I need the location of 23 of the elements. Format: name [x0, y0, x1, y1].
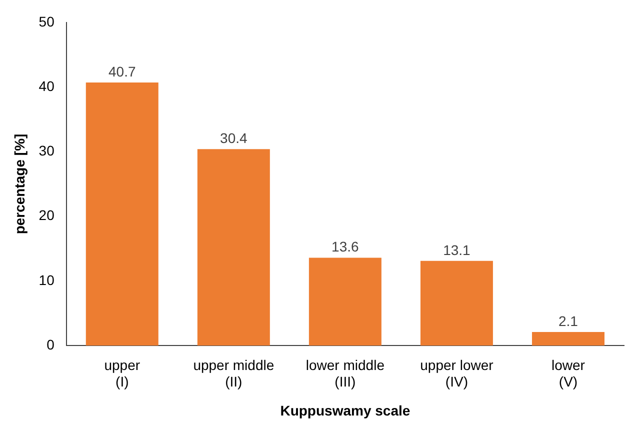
x-tick-label: upper (I) — [104, 356, 140, 390]
x-tick-label: upper lower (IV) — [420, 356, 494, 390]
y-tick-label: 20 — [38, 207, 55, 224]
data-label: 13.1 — [443, 242, 471, 258]
data-label: 40.7 — [108, 63, 136, 80]
x-tick-label: lower (V) — [552, 356, 586, 390]
y-tick-label: 30 — [38, 142, 55, 159]
data-label: 30.4 — [220, 130, 248, 146]
bar — [86, 82, 158, 346]
x-axis-title: Kuppuswamy scale — [280, 402, 410, 418]
bar — [197, 149, 270, 346]
bar — [420, 260, 493, 346]
x-tick-label: lower middle (III) — [306, 356, 385, 390]
data-label: 2.1 — [558, 312, 578, 329]
x-tick-label: upper middle (II) — [193, 356, 274, 390]
y-tick-label: 50 — [38, 13, 55, 30]
y-tick-label: 0 — [46, 336, 55, 352]
y-tick-label: 10 — [38, 272, 55, 288]
bar — [308, 258, 382, 346]
data-label: 13.6 — [332, 238, 360, 255]
y-tick-label: 40 — [38, 78, 55, 94]
y-axis-title: percentage [%] — [11, 134, 28, 234]
bar — [532, 332, 604, 346]
